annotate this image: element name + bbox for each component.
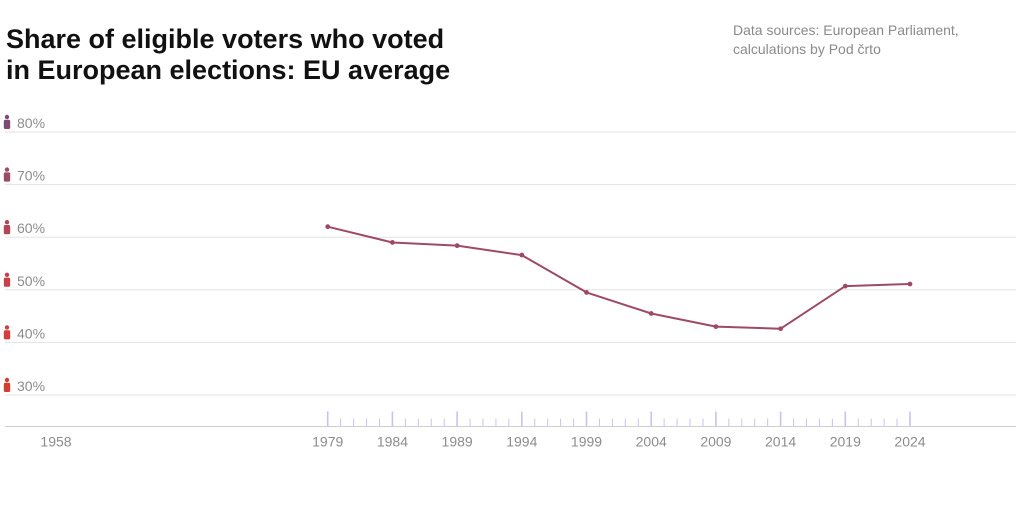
y-tick-label-50: 50% <box>17 273 45 289</box>
person-icon <box>3 325 11 340</box>
data-source-line-2: calculations by Pod črto <box>733 41 881 57</box>
y-tick-label-60: 60% <box>17 220 45 236</box>
chart-title-line-2: in European elections: EU average <box>6 55 451 85</box>
data-point-2024 <box>907 281 913 287</box>
y-axis: 30% 40% 50% 60% 70% 80% <box>3 114 45 394</box>
data-point-1999 <box>584 290 589 295</box>
data-point-1989 <box>454 243 460 249</box>
data-point-1984 <box>390 240 395 245</box>
x-tick-label-1994: 1994 <box>506 434 537 450</box>
person-icon <box>3 114 11 129</box>
person-icon <box>3 377 11 392</box>
x-tick-label-2014: 2014 <box>765 434 796 450</box>
person-icon <box>3 220 11 235</box>
series-line-0 <box>327 225 911 330</box>
data-series <box>325 224 913 332</box>
x-tick-label-2019: 2019 <box>830 434 861 450</box>
data-point-1994 <box>519 252 525 258</box>
chart-title: Share of eligible voters who voted in Eu… <box>6 24 526 86</box>
x-tick-label-1979: 1979 <box>312 434 343 450</box>
chart-title-line-1: Share of eligible voters who voted <box>6 24 445 54</box>
x-tick-label-2024: 2024 <box>894 434 925 450</box>
person-icon <box>3 272 11 287</box>
data-source-line-1: Data sources: European Parliament, <box>733 22 959 38</box>
y-tick-label-30: 30% <box>17 378 45 394</box>
data-point-2014 <box>778 326 784 332</box>
x-tick-label-2009: 2009 <box>700 434 731 450</box>
grid-lines <box>5 131 1016 396</box>
x-tick-label-1999: 1999 <box>571 434 602 450</box>
data-source-note: Data sources: European Parliament, calcu… <box>733 21 1013 59</box>
x-tick-label-2004: 2004 <box>636 434 667 450</box>
y-tick-label-70: 70% <box>17 168 45 184</box>
x-axis: 1958 1979 1984 1989 1994 1999 2004 2009 2014 2019… <box>5 411 1016 450</box>
data-point-2019 <box>842 283 848 289</box>
x-tick-label-1984: 1984 <box>377 434 408 450</box>
person-icon <box>3 167 11 182</box>
y-tick-label-40: 40% <box>17 325 45 341</box>
x-tick-label-1989: 1989 <box>442 434 473 450</box>
data-point-1979 <box>325 224 331 230</box>
data-point-2009 <box>713 324 719 330</box>
x-tick-label-1958: 1958 <box>40 434 71 450</box>
y-tick-label-80: 80% <box>17 115 45 131</box>
data-point-2004 <box>648 311 654 316</box>
